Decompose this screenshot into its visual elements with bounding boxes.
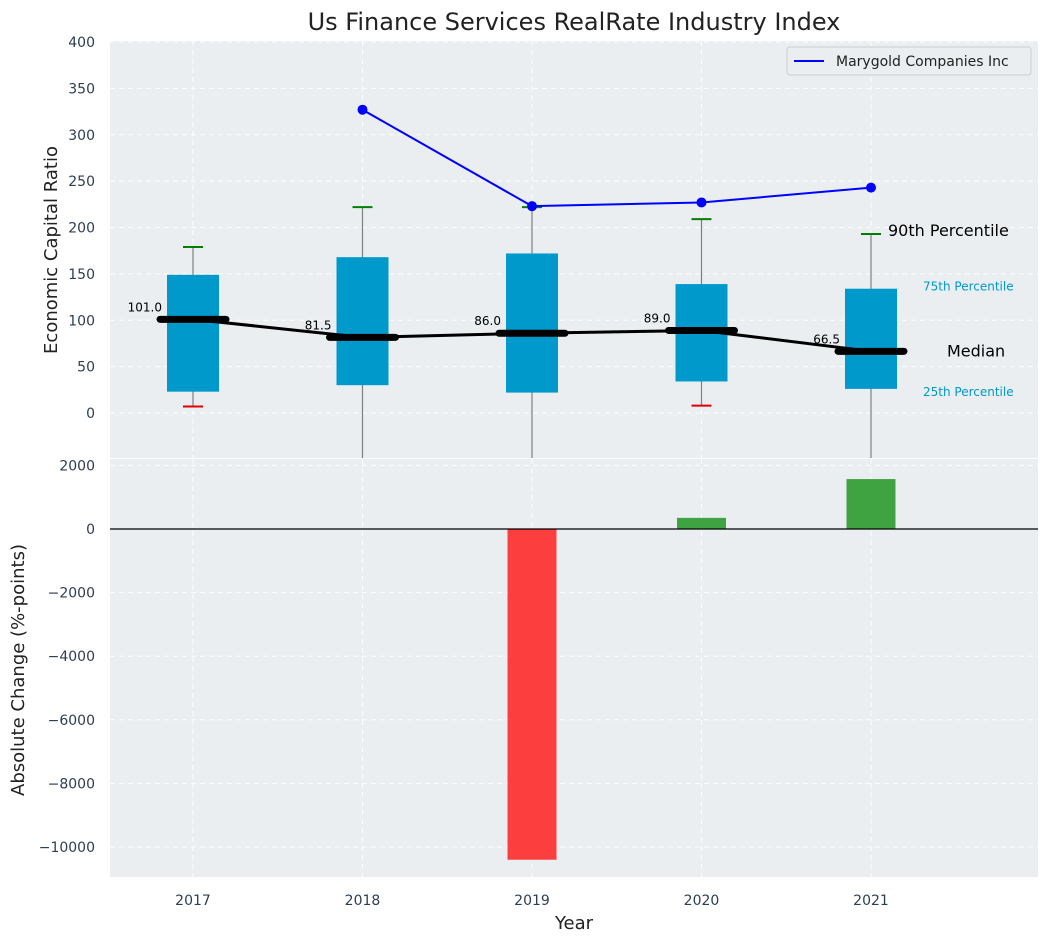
median-value-label: 101.0 xyxy=(128,300,162,314)
top-y-tick-label: 300 xyxy=(68,128,95,144)
p25-annotation: 25th Percentile xyxy=(923,385,1014,399)
median-value-label: 81.5 xyxy=(305,318,332,332)
bottom-y-tick-label: 0 xyxy=(86,522,95,538)
company-series-point xyxy=(696,197,707,208)
company-line-group xyxy=(357,104,876,212)
x-tick-label: 2017 xyxy=(175,893,211,909)
median-value-label: 89.0 xyxy=(644,311,671,325)
change-bars xyxy=(507,479,896,860)
top-y-tick-label: 50 xyxy=(77,360,95,376)
bottom-y-axis-label: Absolute Change (%-points) xyxy=(8,544,29,796)
legend: Marygold Companies Inc xyxy=(786,46,1032,76)
top-y-ticks: 0 50 100 150 200 250 300 350 400 xyxy=(68,35,95,422)
bottom-y-tick-label: −6000 xyxy=(48,713,95,729)
company-series-line xyxy=(362,108,872,208)
x-tick-label: 2019 xyxy=(514,893,550,909)
iqr-box xyxy=(845,288,897,389)
top-y-tick-label: 100 xyxy=(68,313,95,329)
iqr-box xyxy=(506,253,558,393)
median-value-label: 66.5 xyxy=(813,332,840,346)
x-axis-label: Year xyxy=(554,913,594,934)
change-bar xyxy=(677,517,726,529)
top-y-tick-label: 400 xyxy=(68,35,95,51)
company-series-point xyxy=(527,201,537,212)
bottom-panel xyxy=(110,459,1038,877)
change-bar xyxy=(507,529,557,860)
top-y-tick-label: 150 xyxy=(68,267,95,283)
bottom-y-tick-label: 2000 xyxy=(59,458,95,474)
company-series-point xyxy=(866,182,876,193)
median-annotation: Median xyxy=(947,341,1005,360)
x-ticks: 2017 2018 2019 2020 2021 xyxy=(175,893,889,909)
x-tick-label: 2018 xyxy=(345,893,381,909)
bottom-y-tick-label: −8000 xyxy=(48,776,95,792)
iqr-box xyxy=(336,257,389,386)
change-bar xyxy=(846,479,896,529)
top-y-tick-label: 0 xyxy=(86,406,95,422)
top-y-axis-label: Economic Capital Ratio xyxy=(41,146,62,354)
top-y-tick-label: 200 xyxy=(68,221,95,237)
percentile-annotations: 90th Percentile 75th Percentile Median 25th… xyxy=(888,221,1014,399)
chart-title: Us Finance Services RealRate Industry In… xyxy=(308,8,841,36)
iqr-box xyxy=(167,274,219,392)
bottom-y-tick-label: −2000 xyxy=(48,586,95,602)
legend-label: Marygold Companies Inc xyxy=(836,54,1009,70)
x-tick-label: 2021 xyxy=(853,893,889,909)
x-tick-label: 2020 xyxy=(684,893,720,909)
top-y-tick-label: 350 xyxy=(68,81,95,97)
median-line-group: 101.0 81.5 86.0 89.0 66.5 xyxy=(128,300,908,355)
bottom-y-tick-label: −4000 xyxy=(48,649,95,665)
p75-annotation: 75th Percentile xyxy=(923,280,1014,294)
bottom-y-tick-label: −10000 xyxy=(39,840,95,856)
legend-box xyxy=(786,46,1032,76)
top-y-tick-label: 250 xyxy=(68,174,95,190)
bottom-y-ticks: 2000 0 −2000 −4000 −6000 −8000 −10000 xyxy=(39,458,95,856)
median-value-label: 86.0 xyxy=(474,314,501,328)
company-series-point xyxy=(357,104,368,115)
top-panel xyxy=(110,41,1038,458)
p90-annotation: 90th Percentile xyxy=(888,221,1009,240)
